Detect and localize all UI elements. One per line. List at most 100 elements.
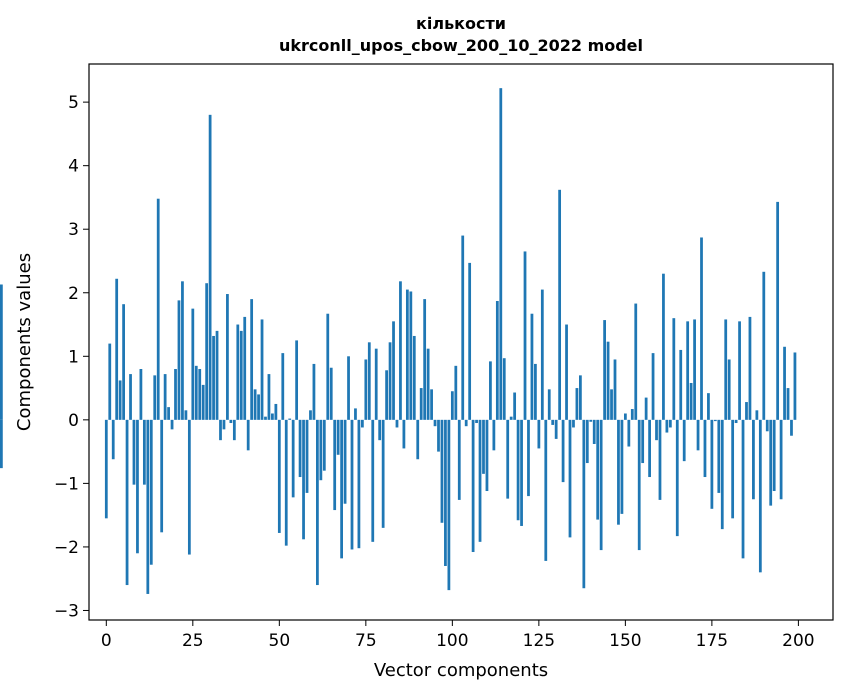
bar-176 xyxy=(713,419,717,422)
chart-title-line1: кількости xyxy=(416,14,506,33)
bar-183 xyxy=(738,321,741,420)
bar-153 xyxy=(634,303,638,420)
bar-30 xyxy=(208,114,212,420)
bar-112 xyxy=(492,419,496,451)
bar-61 xyxy=(316,419,319,586)
bar-undefined xyxy=(0,419,3,469)
bar-134 xyxy=(568,419,572,538)
bar-150 xyxy=(623,413,627,420)
bar-25 xyxy=(191,308,195,420)
y-axis-ticks: −3 −2 −1 0 1 2 3 4 5 xyxy=(54,93,89,621)
bar-177 xyxy=(717,419,721,493)
x-tick-label: 175 xyxy=(696,631,728,651)
bar-13 xyxy=(149,419,153,565)
y-tick-label: 1 xyxy=(68,347,79,367)
x-axis-label: Vector components xyxy=(374,660,548,681)
bar-38 xyxy=(236,324,240,420)
x-tick-label: 50 xyxy=(269,631,291,651)
bar-154 xyxy=(637,419,641,551)
bar-127 xyxy=(544,419,548,561)
bar-141 xyxy=(592,419,596,444)
bar-8 xyxy=(132,419,136,485)
bar-2 xyxy=(111,419,115,460)
x-tick-label: 200 xyxy=(782,631,814,651)
bar-189 xyxy=(758,419,762,573)
bar-165 xyxy=(675,419,679,537)
bar-28 xyxy=(201,384,205,420)
bar-103 xyxy=(461,235,465,420)
bar-137 xyxy=(579,375,582,420)
bar-191 xyxy=(765,419,769,432)
bar-78 xyxy=(374,348,378,420)
bar-23 xyxy=(184,410,188,420)
bar-185 xyxy=(745,402,748,420)
bar-89 xyxy=(412,335,416,420)
bar-130 xyxy=(554,419,558,439)
bar-undefined xyxy=(0,284,3,420)
bar-60 xyxy=(312,363,316,420)
bar-174 xyxy=(707,393,710,420)
bar-143 xyxy=(599,419,603,551)
y-tick-label: −3 xyxy=(54,601,79,621)
bar-179 xyxy=(724,319,728,420)
bar-97 xyxy=(440,419,444,523)
bar-63 xyxy=(322,419,326,471)
bar-48 xyxy=(271,413,274,420)
bar-158 xyxy=(651,353,655,420)
bar-17 xyxy=(163,374,167,420)
bar-75 xyxy=(364,359,368,420)
bar-62 xyxy=(319,419,323,481)
x-axis-ticks: 0 25 50 75 100 125 150 175 200 xyxy=(101,620,815,651)
bar-163 xyxy=(668,419,672,428)
bar-149 xyxy=(620,419,624,514)
bar-110 xyxy=(485,419,489,492)
x-tick-label: 100 xyxy=(436,631,468,651)
bar-114 xyxy=(499,88,503,420)
bar-144 xyxy=(603,320,606,420)
bar-66 xyxy=(333,419,337,511)
bar-20 xyxy=(174,369,177,420)
bar-58 xyxy=(305,419,309,493)
bar-190 xyxy=(762,271,766,420)
y-tick-label: 5 xyxy=(68,93,79,113)
bar-123 xyxy=(530,313,534,420)
bar-152 xyxy=(630,409,634,420)
bar-111 xyxy=(489,361,492,420)
bar-88 xyxy=(409,291,413,420)
bar-59 xyxy=(309,410,312,420)
bar-32 xyxy=(215,330,219,420)
bar-29 xyxy=(205,283,209,420)
bar-167 xyxy=(682,419,686,462)
bar-41 xyxy=(246,419,250,451)
x-tick-label: 125 xyxy=(523,631,555,651)
bar-71 xyxy=(350,419,354,550)
bar-76 xyxy=(367,342,371,420)
bar-115 xyxy=(502,358,506,420)
bar-196 xyxy=(783,346,786,420)
bar-90 xyxy=(416,419,420,460)
bar-24 xyxy=(187,419,191,555)
bar-79 xyxy=(378,419,382,441)
bar-197 xyxy=(786,388,790,420)
bar-156 xyxy=(644,397,648,420)
bar-198 xyxy=(790,419,793,436)
bar-15 xyxy=(156,198,160,420)
bar-12 xyxy=(146,419,150,594)
bar-82 xyxy=(388,342,392,420)
bar-72 xyxy=(354,408,357,420)
bar-1 xyxy=(108,343,112,420)
bar-178 xyxy=(720,419,724,530)
bar-157 xyxy=(648,419,651,478)
bar-102 xyxy=(457,419,461,500)
bar-139 xyxy=(585,419,589,464)
bar-172 xyxy=(700,237,703,420)
bar-180 xyxy=(727,359,731,420)
bar-170 xyxy=(693,319,696,420)
bar-129 xyxy=(551,419,555,425)
bar-171 xyxy=(696,419,700,451)
bar-109 xyxy=(482,419,485,474)
y-tick-label: 2 xyxy=(68,284,79,304)
bar-21 xyxy=(177,300,181,420)
bar-184 xyxy=(741,419,745,559)
bar-81 xyxy=(385,370,388,420)
